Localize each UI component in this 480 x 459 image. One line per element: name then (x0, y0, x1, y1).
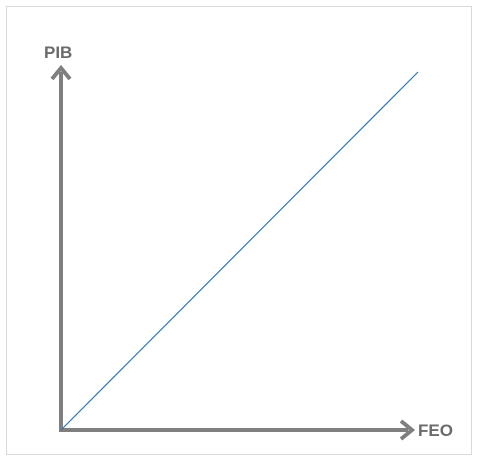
relationship-line (60, 71, 419, 431)
diagram-frame (6, 6, 472, 455)
y-axis-label: PIB (44, 43, 72, 62)
x-axis-label: FEO (418, 421, 453, 440)
x-axis-arrowhead (399, 419, 416, 441)
y-axis-arrowhead (50, 64, 72, 81)
